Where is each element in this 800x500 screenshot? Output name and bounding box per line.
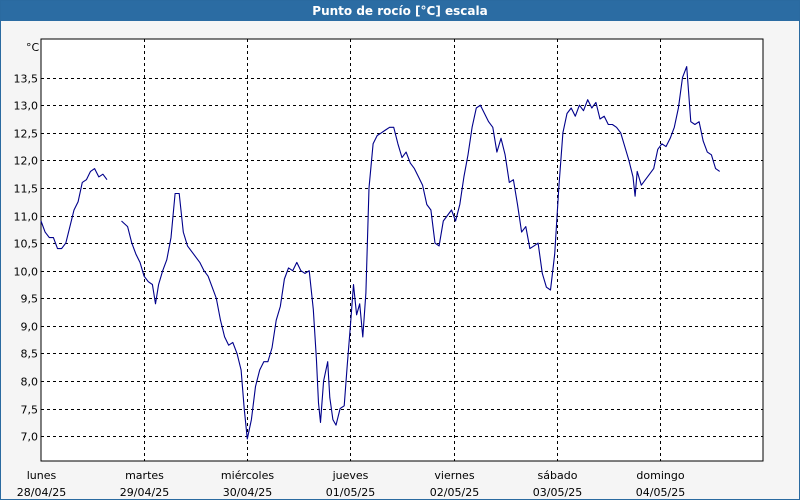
plot-area: [40, 38, 764, 462]
y-tick-label: 11,0: [14, 211, 39, 224]
x-tick-day-label: martes: [125, 469, 164, 482]
x-tick-day-label: viernes: [434, 469, 474, 482]
x-tick-date-label: 29/04/25: [120, 486, 169, 499]
x-tick-day-label: domingo: [636, 469, 684, 482]
y-tick-label: 7,0: [21, 431, 39, 444]
y-tick-label: 8,5: [21, 348, 39, 361]
x-tick-date-label: 30/04/25: [223, 486, 272, 499]
y-tick-label: 7,5: [21, 404, 39, 417]
y-tick-label: 10,0: [14, 266, 39, 279]
dew-point-line: [40, 168, 108, 250]
x-tick-day-label: miércoles: [221, 469, 274, 482]
y-tick-label: 13,0: [14, 100, 39, 113]
dew-point-line: [121, 66, 721, 440]
y-tick-label: 12,0: [14, 155, 39, 168]
y-tick-label: 12,5: [14, 128, 39, 141]
x-tick-day-label: sábado: [538, 469, 578, 482]
y-tick-label: 11,5: [14, 183, 39, 196]
y-tick-label: 9,0: [21, 321, 39, 334]
x-tick-date-label: 03/05/25: [533, 486, 582, 499]
y-unit-label: °C: [26, 41, 40, 54]
y-tick-label: 8,0: [21, 376, 39, 389]
x-tick-date-label: 04/05/25: [636, 486, 685, 499]
x-tick-date-label: 01/05/25: [326, 486, 375, 499]
x-tick-day-label: jueves: [332, 469, 369, 482]
chart-title: Punto de rocío [°C] escala: [1, 1, 799, 21]
y-tick-label: 13,5: [14, 73, 39, 86]
x-tick-day-label: lunes: [27, 469, 57, 482]
x-tick-date-label: 02/05/25: [430, 486, 479, 499]
x-tick-date-label: 28/04/25: [17, 486, 66, 499]
y-tick-label: 10,5: [14, 238, 39, 251]
y-tick-label: 9,5: [21, 293, 39, 306]
